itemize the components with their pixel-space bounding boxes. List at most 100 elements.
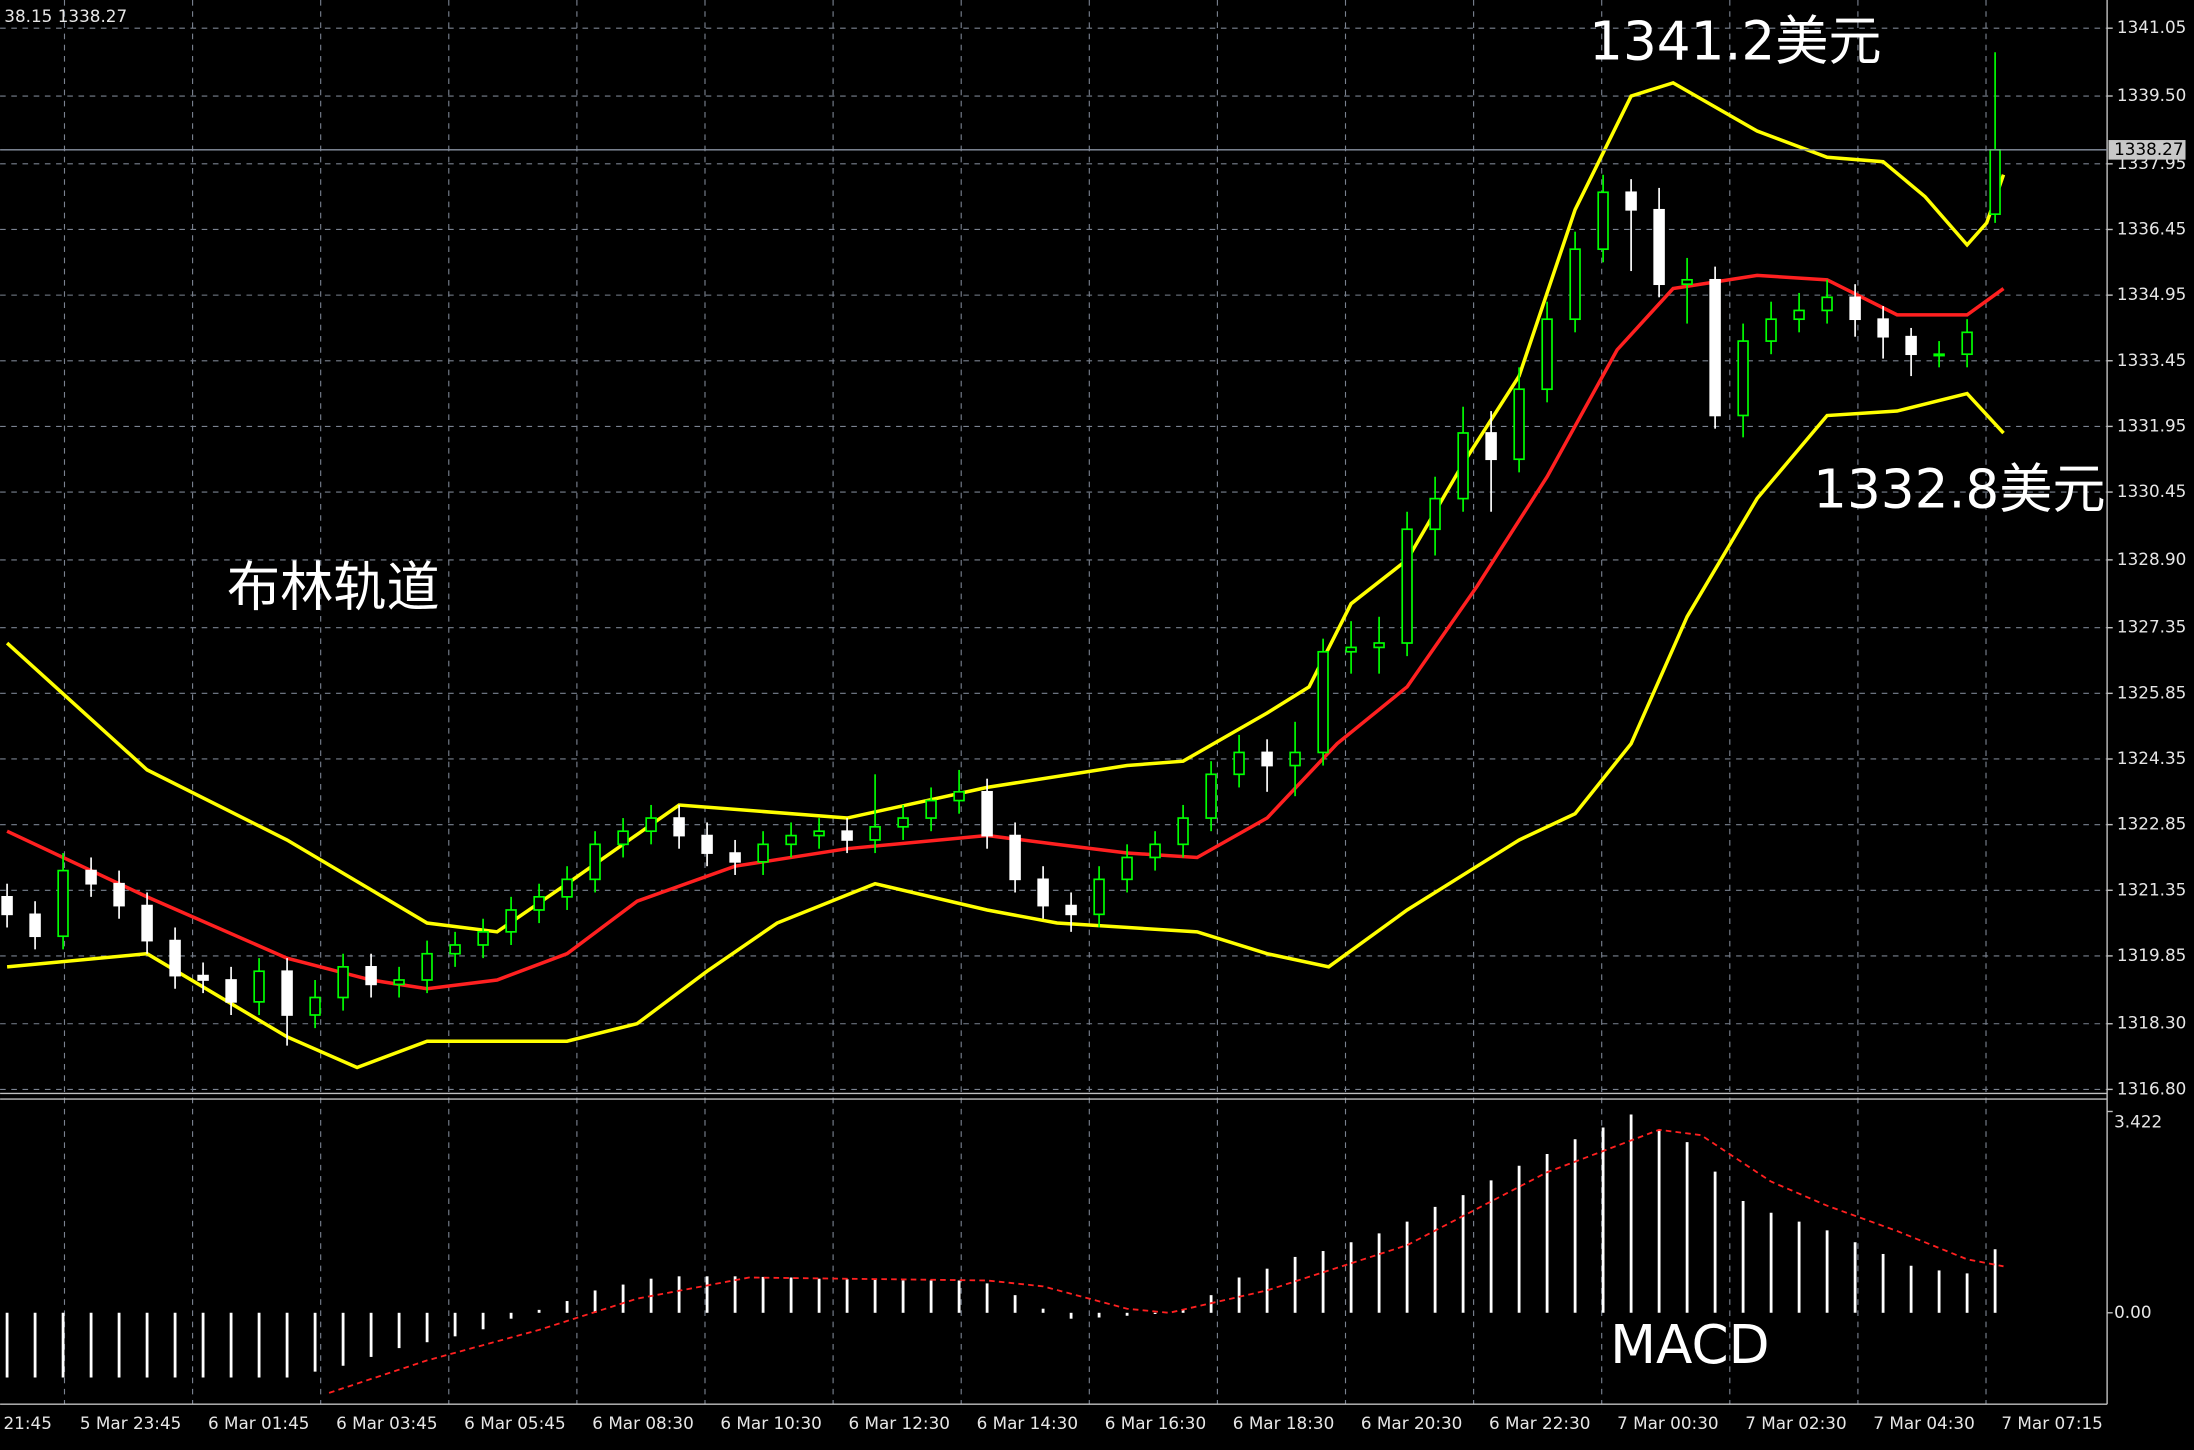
y-tick-label: 0.00 <box>2114 1302 2151 1322</box>
y-tick-label: 1330.45 <box>2117 481 2186 501</box>
y-tick-label: 1328.90 <box>2117 549 2186 569</box>
candle-body <box>1009 834 1021 881</box>
y-tick-label: 1341.05 <box>2117 17 2186 37</box>
candle-body <box>113 882 125 907</box>
candle-body <box>953 790 965 802</box>
candle-body <box>1541 318 1553 391</box>
candle-body <box>29 913 41 938</box>
candle-body <box>757 843 769 863</box>
y-tick-label: 1334.95 <box>2117 284 2186 304</box>
x-tick-label: 6 Mar 01:45 <box>208 1413 309 1433</box>
x-tick-label: 7 Mar 04:30 <box>1873 1413 1974 1433</box>
candle-body <box>449 944 461 955</box>
y-tick-label: 1327.35 <box>2117 617 2186 637</box>
y-tick-label: 3.422 <box>2114 1112 2162 1132</box>
candle-body <box>813 830 825 837</box>
candle-body <box>309 996 321 1016</box>
y-tick-label: 1331.95 <box>2117 415 2186 435</box>
candle-body <box>841 830 853 841</box>
candle-body <box>365 966 377 986</box>
candle-body <box>1093 878 1105 916</box>
x-tick-label: 6 Mar 20:30 <box>1361 1413 1462 1433</box>
x-tick-label: 6 Mar 12:30 <box>848 1413 949 1433</box>
candle-body <box>533 896 545 911</box>
annotation: 1341.2美元 <box>1589 10 1881 72</box>
current-price-box <box>2108 140 2186 160</box>
x-tick-label: 6 Mar 03:45 <box>336 1413 437 1433</box>
current-price-label: 1338.27 <box>2114 139 2183 159</box>
candle-body <box>169 939 181 977</box>
candle-body <box>1625 191 1637 211</box>
candle-body <box>1653 208 1665 286</box>
candle-body <box>1373 642 1385 649</box>
x-tick-label: 6 Mar 08:30 <box>592 1413 693 1433</box>
candle-body <box>1289 751 1301 767</box>
candle-body <box>561 878 573 898</box>
candle-body <box>1933 353 1945 357</box>
x-tick-label: 6 Mar 16:30 <box>1105 1413 1206 1433</box>
x-tick-label: 7 Mar 00:30 <box>1617 1413 1718 1433</box>
x-tick-label: 7 Mar 02:30 <box>1745 1413 1846 1433</box>
candle-body <box>1877 318 1889 338</box>
y-tick-label: 1321.35 <box>2117 879 2186 899</box>
candle-body <box>1037 878 1049 907</box>
candle-body <box>225 979 237 1003</box>
y-tick-label: 1336.45 <box>2117 218 2186 238</box>
candle-body <box>1709 278 1721 417</box>
candle-body <box>253 970 265 1003</box>
candle-body <box>1681 278 1693 286</box>
candle-body <box>1429 497 1441 531</box>
x-tick-label: 6 Mar 10:30 <box>720 1413 821 1433</box>
bollinger-band <box>5 80 2006 934</box>
candle-body <box>281 970 293 1016</box>
candle-body <box>1989 148 2001 216</box>
candle-body <box>1765 318 1777 342</box>
candle-body <box>617 830 629 846</box>
x-tick-label: 6 Mar 18:30 <box>1233 1413 1334 1433</box>
y-tick-label: 1319.85 <box>2117 945 2186 965</box>
candle-body <box>421 952 433 981</box>
candle-body <box>589 843 601 881</box>
y-tick-label: 1324.35 <box>2117 748 2186 768</box>
y-tick-label: 1339.50 <box>2117 85 2186 105</box>
candle-body <box>869 825 881 841</box>
candle-body <box>1513 388 1525 461</box>
x-tick-label: 5 Mar 23:45 <box>80 1413 181 1433</box>
candle-body <box>1065 904 1077 916</box>
candle-body <box>337 966 349 999</box>
y-tick-label: 1325.85 <box>2117 682 2186 702</box>
candle-body <box>1569 248 1581 321</box>
candle-body <box>141 904 153 942</box>
candle-body <box>57 869 69 938</box>
y-tick-label: 1316.80 <box>2117 1078 2186 1098</box>
plot <box>1 52 2006 1394</box>
candle-body <box>925 799 937 819</box>
candle-body <box>673 817 685 837</box>
y-tick-label: 1333.45 <box>2117 350 2186 370</box>
macd-title: MACD <box>1610 1314 1769 1376</box>
candle-body <box>1345 646 1357 653</box>
candle-body <box>645 817 657 833</box>
candle-body <box>701 834 713 854</box>
candle-body <box>1485 432 1497 461</box>
x-tick-label: 21:45 <box>3 1413 51 1433</box>
candle-body <box>1821 296 1833 312</box>
candle-body <box>729 852 741 863</box>
bollinger-band <box>6 273 2005 991</box>
x-tick-label: 6 Mar 22:30 <box>1489 1413 1590 1433</box>
candle-body <box>1121 856 1133 881</box>
candle-body <box>1317 650 1329 754</box>
candle-body <box>1177 817 1189 846</box>
candle-body <box>1961 331 1973 356</box>
candle-body <box>197 974 209 981</box>
annotation: 1332.8美元 <box>1813 458 2105 520</box>
candle-body <box>785 834 797 846</box>
candle-body <box>1905 335 1917 356</box>
candle-body <box>981 790 993 837</box>
grid <box>0 0 2108 1405</box>
x-tick-label: 6 Mar 05:45 <box>464 1413 565 1433</box>
candle-body <box>1793 309 1805 321</box>
x-tick-label: 7 Mar 07:15 <box>2001 1413 2102 1433</box>
candle-body <box>1737 340 1749 417</box>
